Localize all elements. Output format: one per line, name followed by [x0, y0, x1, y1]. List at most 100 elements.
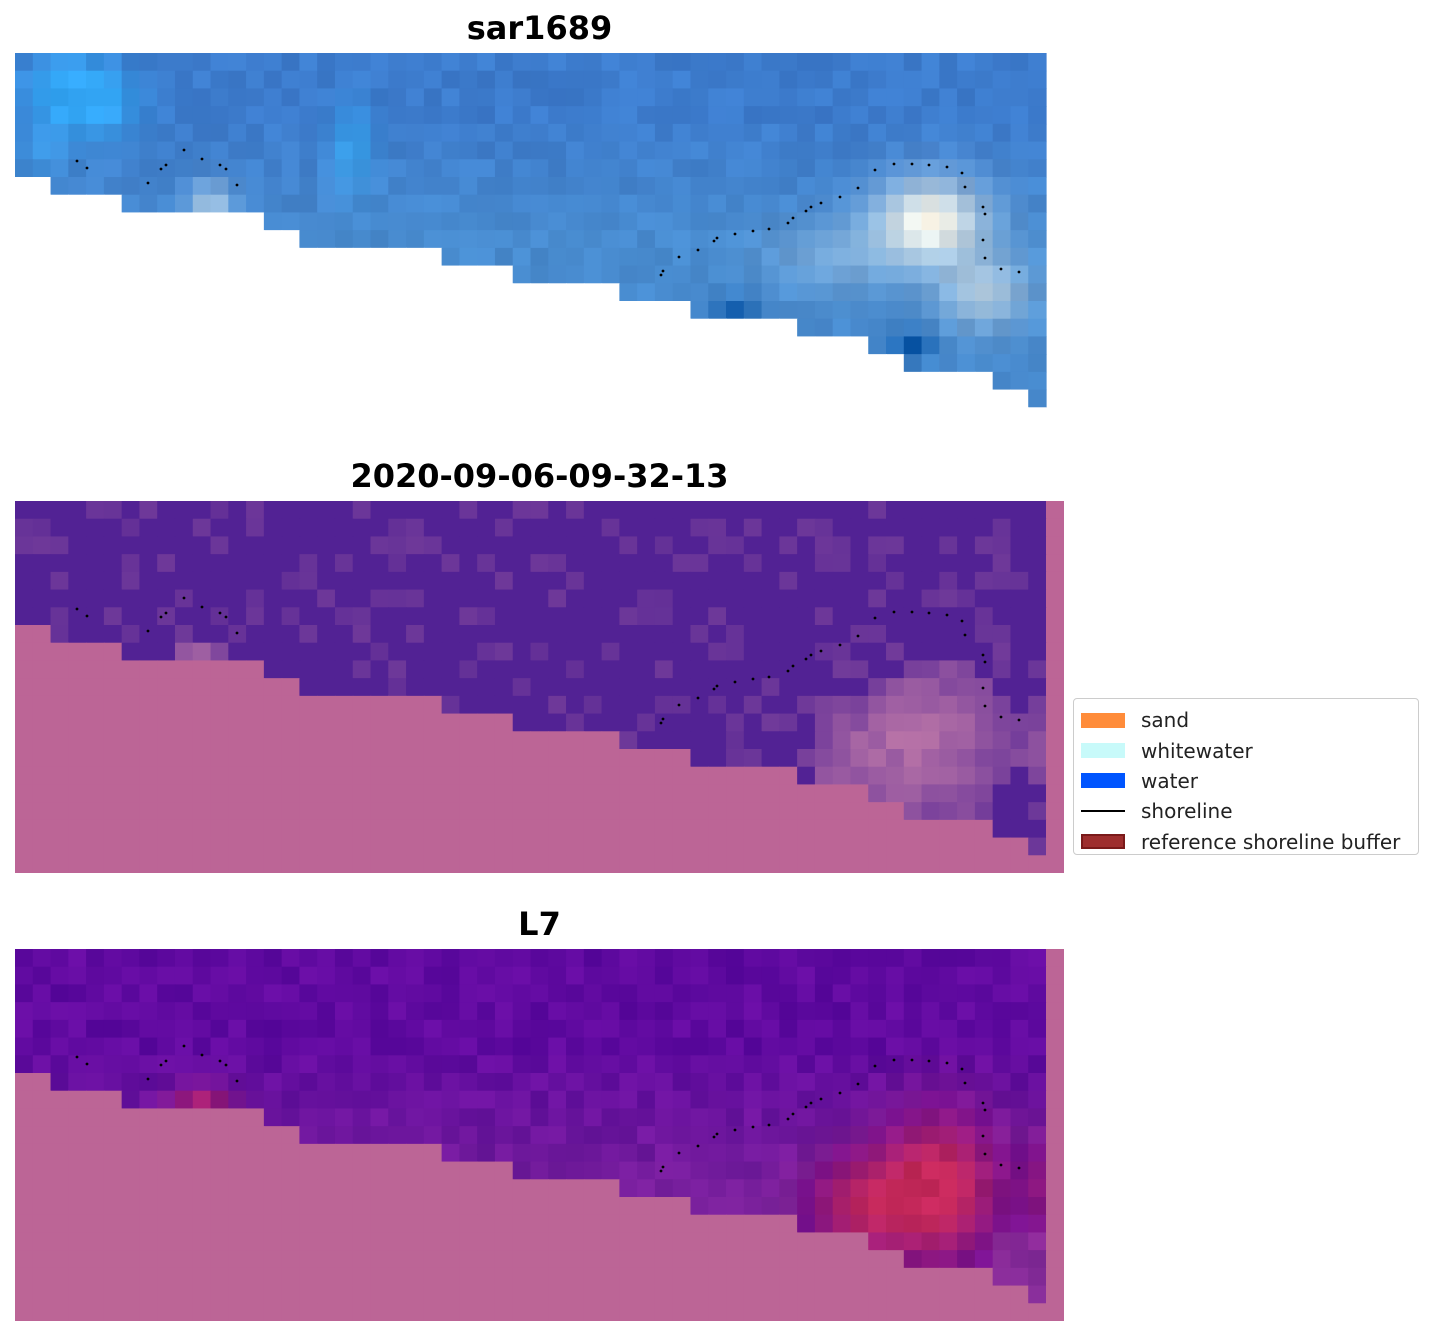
classification-pixel	[868, 589, 887, 608]
rgb-pixel	[548, 123, 567, 143]
rgb-pixel	[797, 318, 816, 338]
index-pixel	[637, 1090, 656, 1110]
index-pixel	[690, 966, 709, 986]
classification-pixel	[566, 607, 585, 626]
rgb-pixel	[850, 371, 869, 391]
rgb-pixel	[886, 70, 905, 90]
classification-pixel	[246, 642, 265, 662]
classification-pixel	[388, 766, 407, 786]
classification-pixel	[352, 625, 372, 644]
index-pixel	[50, 1126, 69, 1145]
rgb-pixel	[974, 70, 994, 90]
index-pixel	[761, 984, 780, 1003]
index-pixel	[103, 1161, 123, 1180]
rgb-pixel	[103, 371, 123, 391]
rgb-pixel	[761, 336, 780, 355]
rgb-pixel	[494, 354, 514, 373]
classification-pixel	[281, 855, 301, 873]
classification-pixel	[388, 819, 407, 839]
rgb-pixel	[494, 247, 514, 267]
index-pixel	[637, 966, 656, 986]
rgb-pixel	[548, 194, 567, 214]
rgb-pixel	[814, 141, 834, 160]
rgb-pixel	[1010, 407, 1029, 425]
classification-pixel	[352, 855, 372, 873]
index-pixel	[477, 1055, 496, 1074]
index-pixel	[192, 1285, 212, 1304]
rgb-pixel	[299, 301, 318, 320]
index-pixel	[477, 1179, 496, 1198]
classification-pixel	[566, 749, 585, 768]
index-pixel	[743, 1232, 763, 1251]
rgb-pixel	[797, 230, 816, 249]
index-pixel	[1010, 1019, 1029, 1039]
index-pixel	[246, 1232, 265, 1251]
classification-pixel	[637, 554, 656, 573]
index-pixel	[406, 1267, 425, 1287]
classification-pixel	[743, 819, 763, 839]
rgb-pixel	[494, 265, 514, 284]
classification-pixel	[690, 855, 709, 873]
rgb-pixel	[903, 407, 923, 425]
rgb-pixel	[477, 159, 496, 178]
index-pixel	[228, 1197, 247, 1216]
index-pixel	[868, 1002, 887, 1021]
classification-pixel	[459, 749, 478, 768]
index-pixel	[317, 1197, 336, 1216]
rgb-pixel	[246, 301, 265, 320]
rgb-pixel	[210, 301, 229, 320]
classification-pixel	[228, 784, 247, 803]
classification-pixel	[459, 501, 478, 520]
index-pixel	[263, 1232, 283, 1251]
rgb-pixel	[583, 177, 603, 196]
classification-pixel	[423, 766, 443, 786]
index-pixel	[15, 949, 34, 968]
rgb-pixel	[672, 336, 692, 355]
rgb-pixel	[228, 247, 247, 267]
rgb-pixel	[726, 230, 745, 249]
classification-pixel	[779, 660, 798, 679]
classification-pixel	[672, 713, 692, 732]
classification-pixel	[406, 518, 425, 538]
classification-pixel	[352, 536, 372, 555]
classification-pixel	[32, 501, 52, 520]
index-pixel	[103, 966, 123, 986]
rgb-pixel	[32, 88, 52, 107]
rgb-pixel	[619, 265, 638, 284]
rgb-pixel	[494, 407, 514, 425]
index-pixel	[957, 966, 976, 986]
classification-pixel	[228, 749, 247, 768]
index-pixel	[103, 1179, 123, 1198]
index-pixel	[512, 966, 532, 986]
classification-pixel	[637, 536, 656, 555]
rgb-pixel	[672, 70, 692, 90]
classification-pixel	[1010, 784, 1029, 803]
rgb-pixel	[370, 389, 389, 408]
index-pixel	[281, 1090, 301, 1110]
rgb-pixel	[957, 177, 976, 196]
index-pixel	[281, 1126, 301, 1145]
classification-pixel	[174, 625, 194, 644]
water-swatch-icon	[1081, 773, 1125, 789]
rgb-pixel	[103, 141, 123, 160]
index-pixel	[548, 1197, 567, 1216]
rgb-pixel	[210, 106, 229, 125]
rgb-pixel	[779, 389, 798, 408]
classification-pixel	[139, 518, 158, 538]
rgb-pixel	[139, 230, 158, 249]
rgb-pixel	[388, 88, 407, 107]
classification-pixel	[388, 660, 407, 679]
index-pixel	[832, 984, 852, 1003]
rgb-pixel	[974, 53, 994, 72]
index-pixel	[441, 1197, 460, 1216]
index-pixel	[32, 1002, 52, 1021]
index-pixel	[1028, 1285, 1047, 1304]
index-pixel	[246, 1002, 265, 1021]
rgb-pixel	[423, 318, 443, 338]
index-pixel	[868, 1214, 887, 1234]
classification-pixel	[441, 766, 460, 786]
index-pixel	[797, 1214, 816, 1234]
rgb-pixel	[512, 283, 532, 302]
classification-pixel	[15, 501, 34, 520]
classification-pixel	[921, 784, 940, 803]
